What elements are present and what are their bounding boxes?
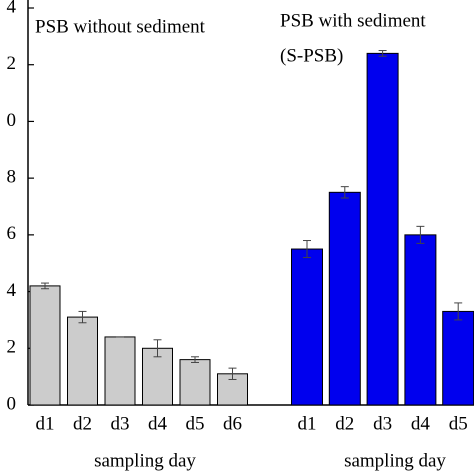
- bar: [179, 359, 211, 406]
- panel-title: PSB with sediment: [280, 10, 426, 31]
- panel-subtitle: (S-PSB): [280, 45, 343, 66]
- x-tick-label: d4: [148, 413, 168, 434]
- y-tick-label: 4: [7, 280, 17, 301]
- x-tick-label: d4: [411, 413, 431, 434]
- bar: [67, 316, 98, 406]
- panel-title: PSB without sediment: [35, 16, 206, 37]
- error-bar: [153, 339, 162, 358]
- x-tick-label: d3: [111, 413, 130, 434]
- y-tick-label: 0: [7, 393, 17, 414]
- x-tick-label: d2: [73, 413, 92, 434]
- bar: [291, 248, 323, 406]
- x-axis-label: sampling day: [94, 450, 196, 471]
- error-bar: [228, 367, 237, 380]
- x-tick-label: d5: [449, 413, 468, 434]
- bar: [328, 191, 361, 406]
- y-tick-label: 2: [7, 53, 17, 74]
- y-tick-label: 4: [7, 0, 17, 17]
- y-tick-label: 0: [7, 110, 17, 131]
- bar: [366, 52, 399, 406]
- error-bar: [78, 310, 87, 324]
- error-bar: [191, 356, 199, 363]
- bar: [404, 234, 437, 406]
- y-tick-label: 2: [7, 337, 17, 358]
- error-bar: [340, 186, 349, 199]
- error-bar: [378, 50, 387, 57]
- error-bar: [41, 282, 49, 290]
- x-tick-label: d6: [223, 413, 242, 434]
- y-tick-label: 6: [7, 223, 17, 244]
- y-tick-label: 8: [7, 167, 17, 188]
- bar: [442, 310, 474, 406]
- error-bar: [416, 225, 425, 244]
- x-tick-label: d1: [36, 413, 55, 434]
- bar: [104, 336, 136, 406]
- bar: [29, 285, 61, 406]
- x-axis-label: sampling day: [344, 450, 446, 471]
- x-tick-label: d3: [373, 413, 392, 434]
- error-bar: [303, 240, 311, 259]
- x-tick-label: d1: [298, 413, 317, 434]
- error-bar: [454, 302, 463, 321]
- x-tick-label: d2: [335, 413, 354, 434]
- x-tick-label: d5: [186, 413, 205, 434]
